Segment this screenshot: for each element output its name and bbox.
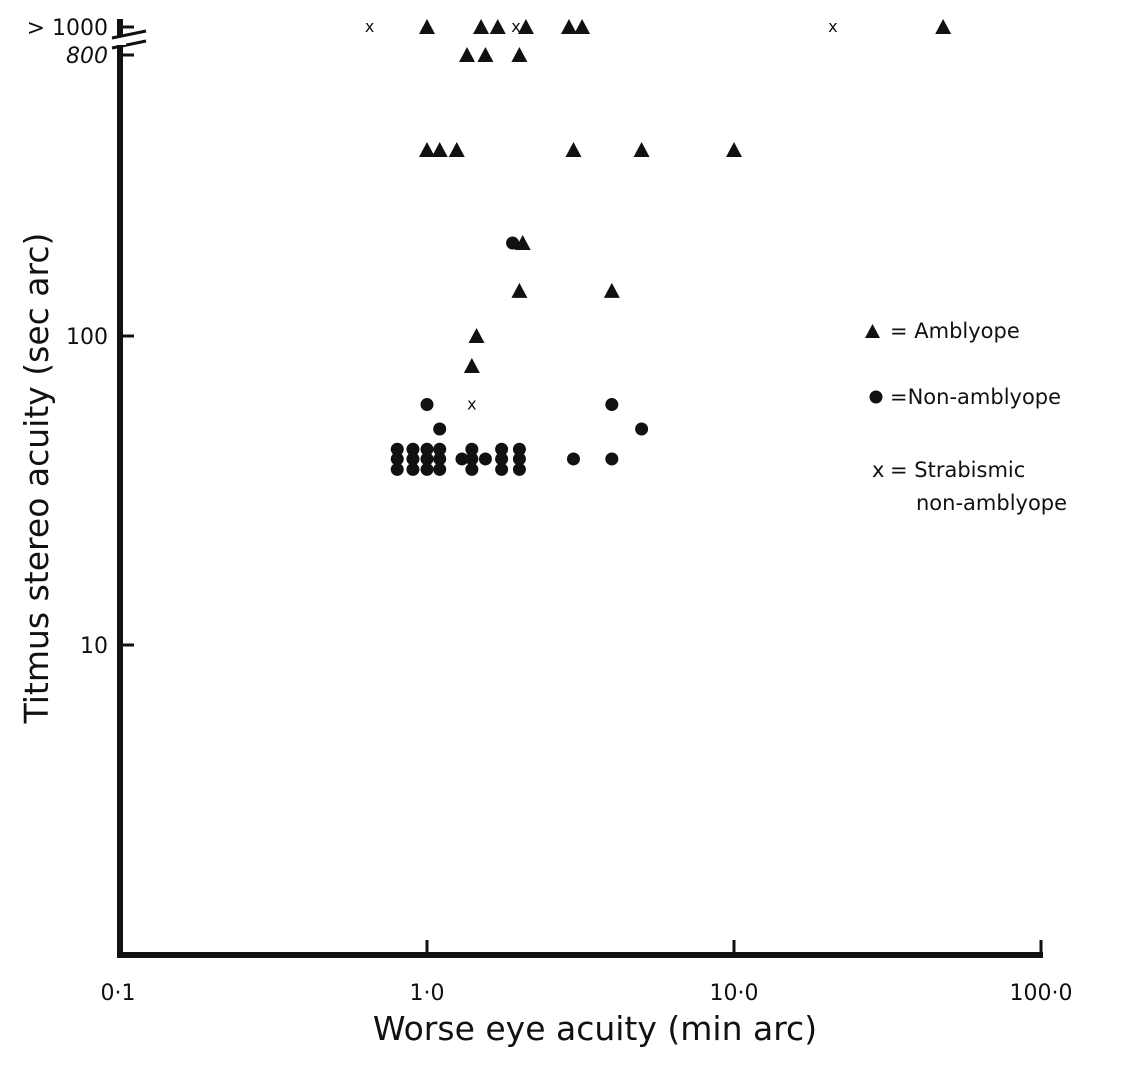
strabismic-point: x (828, 17, 837, 36)
x-tick-label: 1·0 (410, 981, 445, 1006)
non-amblyope-point (635, 422, 649, 436)
non-amblyope-point (406, 442, 420, 456)
non-amblyope-point (433, 442, 447, 456)
amblyope-point (574, 19, 591, 34)
amblyope-point (489, 19, 506, 34)
non-amblyope-point (495, 452, 509, 466)
non-amblyope-point (495, 442, 509, 456)
y-ticks: 10 100 800 > 1000 (27, 16, 134, 659)
y-axis-break-gap (114, 39, 126, 45)
legend: = Amblyope =Non-amblyope x = Strabismic … (865, 319, 1067, 515)
y-tick-label: 10 (80, 634, 108, 659)
x-tick-label: 100·0 (1010, 981, 1073, 1006)
y-tick-label: 800 (66, 44, 108, 69)
non-amblyope-point (406, 452, 420, 466)
y-axis-label: Titmus stereo acuity (sec arc) (17, 233, 56, 725)
non-amblyope-point (420, 462, 434, 476)
legend-label-non-amblyope: =Non-amblyope (890, 385, 1061, 409)
y-axis-break-mark-lower (111, 39, 147, 50)
legend-item-amblyope: = Amblyope (865, 319, 1020, 343)
amblyope-point (560, 19, 577, 34)
legend-circle-icon (869, 390, 883, 404)
legend-label-strabismic: = Strabismic (890, 458, 1025, 482)
non-amblyope-point (433, 462, 447, 476)
amblyope-point (511, 47, 528, 62)
strabismic-point: x (365, 17, 374, 36)
amblyope-point (477, 47, 494, 62)
legend-item-strabismic: x = Strabismic non-amblyope (872, 458, 1067, 515)
x-ticks: 0·1 1·0 10·0 100·0 (101, 940, 1073, 1006)
non-amblyope-point (420, 398, 434, 412)
y-tick-label: > 1000 (27, 16, 108, 41)
data-points: x x x x (365, 17, 952, 476)
x-axis-label: Worse eye acuity (min arc) (373, 1009, 817, 1048)
non-amblyope-point (605, 398, 619, 412)
amblyope-point (603, 282, 620, 298)
amblyope-point (517, 19, 534, 34)
non-amblyope-point (433, 422, 447, 436)
non-amblyope-point (455, 452, 469, 466)
non-amblyope-point (390, 442, 404, 456)
amblyope-point (935, 19, 952, 34)
amblyope-point (448, 141, 465, 157)
amblyope-point (431, 141, 448, 157)
amblyope-point (459, 47, 476, 62)
legend-triangle-icon (865, 324, 880, 338)
non-amblyope-point (512, 452, 526, 466)
non-amblyope-point (390, 462, 404, 476)
x-tick-label: 0·1 (101, 981, 136, 1006)
amblyope-point (473, 19, 490, 34)
amblyope-point (468, 328, 485, 343)
legend-label-strabismic-line2: non-amblyope (916, 491, 1067, 515)
non-amblyope-point (478, 452, 492, 466)
non-amblyope-point (465, 442, 479, 456)
amblyope-point (726, 141, 742, 157)
non-amblyope-point (512, 442, 526, 456)
non-amblyope-point (420, 452, 434, 466)
x-tick-label: 10·0 (710, 981, 759, 1006)
amblyope-point (565, 141, 582, 157)
legend-label-amblyope: = Amblyope (890, 319, 1020, 343)
non-amblyope-point (506, 236, 520, 250)
strabismic-point: x (511, 17, 520, 36)
non-amblyope-point (566, 452, 580, 466)
non-amblyope-point (433, 452, 447, 466)
amblyope-point (419, 141, 435, 157)
non-amblyope-point (605, 452, 619, 466)
amblyope-point (419, 19, 435, 34)
amblyope-point (511, 282, 528, 298)
non-amblyope-point (512, 462, 526, 476)
non-amblyope-point (465, 462, 479, 476)
y-tick-label: 100 (66, 325, 108, 350)
amblyope-point (633, 141, 650, 157)
non-amblyope-point (406, 462, 420, 476)
amblyope-point (514, 234, 531, 250)
non-amblyope-point (465, 452, 479, 466)
legend-item-non-amblyope: =Non-amblyope (869, 385, 1061, 409)
axes (111, 19, 1043, 958)
non-amblyope-point (420, 442, 434, 456)
amblyope-point (463, 357, 480, 373)
non-amblyope-point (390, 452, 404, 466)
strabismic-point: x (467, 395, 476, 414)
legend-x-icon: x (872, 458, 884, 482)
non-amblyope-point (495, 462, 509, 476)
